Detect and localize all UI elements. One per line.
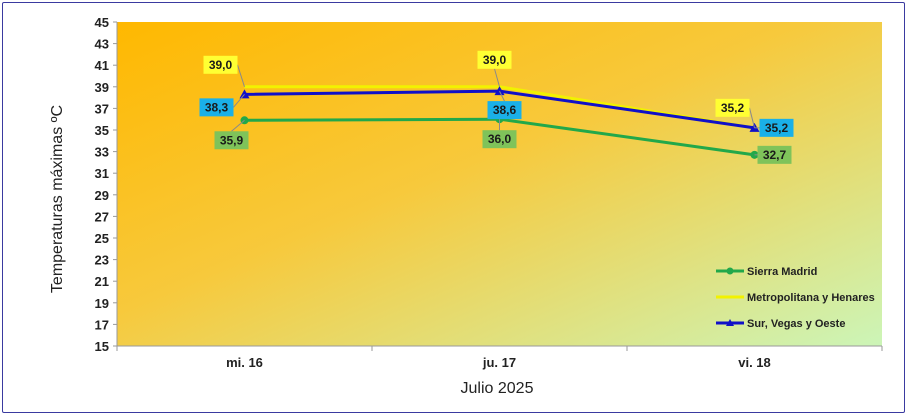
leader-line — [231, 119, 245, 132]
y-tick-label: 43 — [95, 37, 109, 52]
x-tick-label: mi. 16 — [226, 355, 263, 370]
leader-line — [749, 107, 755, 128]
leader-line — [499, 90, 505, 102]
legend-marker — [726, 319, 734, 326]
label-box — [482, 130, 517, 149]
label-box — [477, 50, 512, 69]
y-tick-label: 15 — [95, 339, 109, 354]
data-labels: 35,9 36,0 32,7 39,0 39,0 35,2 38,3 38,6 35,2 — [199, 50, 794, 164]
data-label: 32,7 — [754, 145, 792, 164]
data-label: 36,0 — [482, 119, 517, 149]
y-tick-label: 39 — [95, 80, 109, 95]
x-axis-title: Julio 2025 — [461, 380, 534, 397]
label-text: 35,2 — [721, 101, 745, 115]
leader-line — [233, 94, 245, 108]
y-tick-label: 37 — [95, 101, 109, 116]
y-tick-label: 35 — [95, 123, 109, 138]
x-tick-label: vi. 18 — [738, 355, 771, 370]
y-tick-label: 27 — [95, 209, 109, 224]
label-box — [759, 118, 794, 137]
data-label: 38,3 — [199, 94, 245, 117]
data-label: 35,2 — [715, 98, 755, 128]
legend-label: Sierra Madrid — [747, 266, 817, 278]
data-label: 39,0 — [477, 50, 512, 87]
label-box — [487, 101, 522, 120]
leader-line — [237, 64, 245, 87]
y-tick-label: 45 — [95, 15, 109, 30]
x-tick-label: ju. 17 — [482, 355, 516, 370]
data-label: 39,0 — [203, 55, 245, 87]
plot-area — [117, 22, 882, 346]
label-box — [715, 98, 750, 117]
axes — [113, 21, 883, 351]
label-box — [203, 55, 238, 74]
label-text: 32,7 — [763, 148, 787, 162]
legend-item: Metropolitana y Henares — [716, 292, 875, 304]
label-box — [199, 98, 234, 117]
label-text: 39,0 — [483, 53, 507, 67]
data-label: 35,2 — [754, 118, 794, 137]
leader-line — [494, 68, 500, 87]
label-box — [757, 145, 792, 164]
label-text: 38,3 — [205, 100, 229, 114]
y-tick-label: 17 — [95, 317, 109, 332]
y-tick-label: 21 — [95, 274, 109, 289]
y-tick-labels: 15 17 19 21 23 25 27 29 31 33 35 37 39 41 43 45 — [95, 15, 109, 354]
label-text: 36,0 — [488, 132, 512, 146]
legend-item: Sierra Madrid — [716, 266, 817, 278]
legend-label: Sur, Vegas y Oeste — [747, 318, 845, 330]
data-point — [239, 89, 250, 99]
y-tick-label: 25 — [95, 231, 109, 246]
y-tick-label: 23 — [95, 253, 109, 268]
y-tick-label: 29 — [95, 188, 109, 203]
x-tick-labels: mi. 16 ju. 17 vi. 18 — [226, 355, 771, 370]
legend-marker — [726, 267, 734, 275]
data-point — [494, 86, 505, 96]
y-tick-label: 41 — [95, 58, 109, 73]
label-text: 38,6 — [493, 103, 517, 117]
label-text: 39,0 — [209, 58, 233, 72]
label-box — [214, 131, 249, 150]
y-tick-label: 19 — [95, 296, 109, 311]
label-text: 35,9 — [220, 133, 244, 147]
y-axis-title: Temperaturas máximas ºC — [49, 105, 66, 293]
data-label: 38,6 — [487, 90, 522, 120]
legend: Sierra Madrid Metropolitana y Henares Sur,… — [716, 266, 875, 330]
y-tick-label: 33 — [95, 145, 109, 160]
legend-item: Sur, Vegas y Oeste — [716, 318, 845, 330]
data-label: 35,9 — [214, 119, 249, 150]
label-text: 35,2 — [765, 121, 789, 135]
y-tick-label: 31 — [95, 166, 109, 181]
legend-label: Metropolitana y Henares — [747, 292, 875, 304]
